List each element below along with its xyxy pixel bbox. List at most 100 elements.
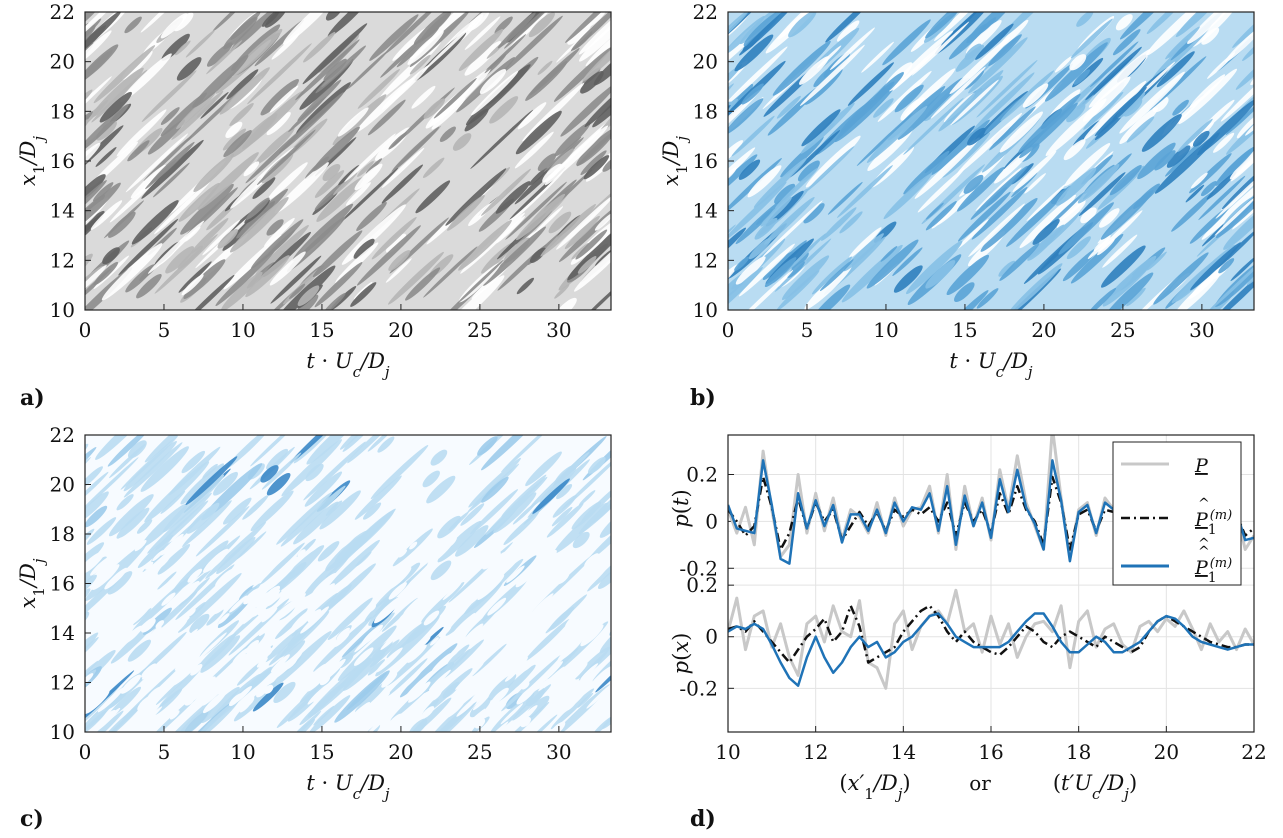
heatmap-streak [260, 465, 279, 483]
heatmap-streak [442, 681, 460, 699]
heatmap-streak [472, 643, 507, 677]
heatmap-streak [1088, 48, 1151, 108]
heatmap-streak [141, 139, 204, 199]
heatmap-gap [307, 683, 331, 705]
heatmap-streak [260, 542, 305, 585]
heatmap-streak [250, 435, 298, 467]
heatmap-streak [269, 251, 306, 286]
heatmap-streak [391, 126, 440, 172]
heatmap-streak [431, 97, 466, 130]
heatmap-streak [1175, 12, 1224, 38]
heatmap-streak [1082, 76, 1131, 122]
heatmap-streak [0, 248, 23, 301]
x-axis-label-spatial: (x′1/Dj) [839, 771, 910, 803]
heatmap-streak [976, 59, 1038, 118]
heatmap-gap [184, 695, 195, 706]
heatmap-streak [728, 98, 764, 135]
heatmap-streak [554, 502, 609, 554]
x-tick-label: 15 [952, 318, 977, 342]
x-tick-label: 16 [978, 740, 1003, 764]
heatmap-streak [1094, 112, 1125, 141]
heatmap-streak [123, 441, 177, 492]
heatmap-streak [385, 233, 407, 253]
heatmap-streak [936, 189, 975, 226]
heatmap-streak [0, 38, 1, 61]
heatmap-streak [0, 264, 36, 319]
heatmap-streak [85, 12, 122, 62]
heatmap-gap [566, 701, 576, 711]
heatmap-streak [968, 203, 1025, 257]
heatmap-streak [481, 476, 509, 503]
heatmap-gap [104, 606, 114, 615]
heatmap-streak [423, 246, 478, 298]
heatmap-streak [946, 254, 990, 296]
heatmap-streak [999, 111, 1043, 153]
heatmap-streak [1145, 12, 1211, 56]
heatmap-streak [1058, 202, 1114, 255]
heatmap-streak [184, 226, 201, 242]
series-group [728, 588, 1254, 690]
heatmap-gap [421, 706, 435, 719]
heatmap-streak [85, 699, 116, 732]
heatmap-gap [409, 541, 418, 550]
heatmap-streak [1069, 54, 1087, 71]
x-tick-label: 30 [1189, 318, 1214, 342]
heatmap-gap [336, 627, 350, 641]
heatmap-field [0, 12, 611, 319]
heatmap-streak [260, 78, 299, 116]
heatmap-gap [507, 611, 527, 630]
heatmap-gap [439, 574, 451, 586]
heatmap-streak [1177, 118, 1213, 152]
heatmap-streak [512, 502, 537, 525]
heatmap-gap [258, 725, 270, 732]
heatmap-streak [489, 96, 519, 124]
heatmap-streak [420, 626, 444, 649]
heatmap-gap [307, 609, 322, 623]
heatmap-gap [145, 561, 154, 570]
heatmap-streak [270, 255, 322, 304]
heatmap-streak [754, 217, 778, 240]
heatmap-streak [200, 635, 241, 673]
y-tick-label: 10 [50, 298, 75, 322]
heatmap-streak [764, 257, 797, 288]
heatmap-streak [989, 106, 1036, 151]
heatmap-streak [433, 77, 477, 119]
heatmap-streak [323, 58, 347, 81]
heatmap-gap [525, 614, 536, 624]
heatmap-streak [1221, 156, 1254, 210]
heatmap-streak [445, 168, 507, 226]
heatmap-streak [735, 270, 794, 310]
heatmap-gap [191, 688, 215, 710]
heatmap-streak [409, 54, 431, 75]
y-tick-label: 14 [50, 199, 75, 223]
legend-label: P1(m) [1194, 508, 1232, 539]
y-tick-label: 10 [693, 298, 718, 322]
heatmap-gap [98, 671, 115, 687]
heatmap-gap [577, 568, 606, 596]
heatmap-streak [1189, 153, 1232, 194]
heatmap-streak [144, 435, 196, 463]
heatmap-streak [152, 162, 190, 198]
heatmap-streak [381, 65, 430, 110]
heatmap-streak [388, 250, 411, 271]
heatmap-streak [963, 174, 984, 194]
heatmap-streak [464, 41, 502, 76]
heatmap-streak [1070, 18, 1113, 59]
heatmap-gap [549, 721, 566, 732]
heatmap-streak [728, 154, 758, 196]
heatmap-gap [187, 608, 196, 617]
heatmap-gap [588, 665, 611, 690]
heatmap-gap [439, 574, 460, 593]
heatmap-gap [104, 567, 128, 590]
heatmap-streak [175, 40, 191, 56]
heatmap-streak [739, 12, 795, 56]
heatmap-streak [774, 183, 796, 204]
heatmap-gap [401, 696, 410, 705]
heatmap-streak [637, 277, 660, 299]
y-axis-label: x1/Dj [16, 136, 48, 186]
heatmap-streak [250, 490, 294, 532]
heatmap-streak [1086, 287, 1117, 310]
heatmap-streak [322, 292, 346, 310]
heatmap-streak [781, 255, 830, 300]
heatmap-streak [866, 239, 919, 289]
